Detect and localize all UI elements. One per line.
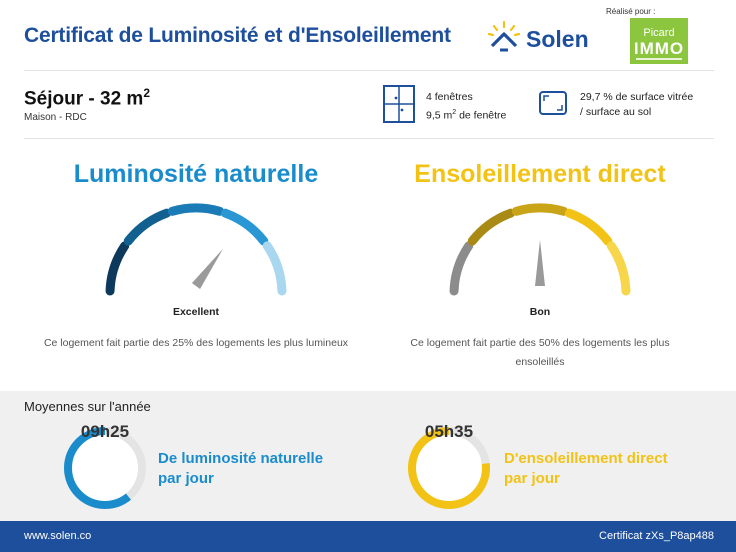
- luminosite-gauge: [105, 203, 287, 296]
- room-title-text: Séjour - 32 m: [24, 88, 144, 110]
- frame-icon: [539, 91, 567, 115]
- sun-house-icon: [487, 20, 521, 52]
- ensoleillement-average-line1: D'ensoleillement direct: [504, 450, 668, 467]
- partner-name-bottom: IMMO: [633, 39, 685, 58]
- glazing-line1: 29,7 % de surface vitrée: [580, 91, 694, 103]
- footer: www.solen.co Certificat zXs_P8ap488: [0, 521, 736, 552]
- ensoleillement-gauge-segment-4: [564, 208, 613, 246]
- ensoleillement-ring-progress: [408, 427, 490, 509]
- ensoleillement-gauge: [449, 203, 631, 296]
- website-link[interactable]: www.solen.co: [24, 530, 92, 542]
- ensoleillement-gauge-segment-2: [467, 208, 516, 246]
- luminosite-average-line1: De luminosité naturelle: [158, 450, 324, 467]
- luminosite-gauge-segment-5: [262, 241, 287, 296]
- luminosite-gauge-needle: [191, 248, 224, 289]
- ensoleillement-ring: [408, 427, 490, 509]
- brand-name: Solen: [526, 26, 589, 52]
- window-icon: [383, 85, 415, 123]
- luminosite-rating: Excellent: [172, 306, 220, 318]
- luminosite-average-text: De luminosité naturelle par jour: [158, 449, 323, 489]
- ensoleillement-title: Ensoleillement direct: [414, 160, 666, 188]
- luminosite-title: Luminosité naturelle: [73, 160, 319, 188]
- luminosite-gauge-segment-3: [167, 203, 225, 216]
- luminosite-gauge-segment-1: [105, 241, 130, 296]
- windows-area-value: 9,5 m: [426, 109, 453, 122]
- realise-label: Réalisé pour :: [606, 7, 656, 16]
- luminosite-gauge-segment-4: [220, 208, 269, 246]
- luminosite-ring-progress: [64, 427, 146, 509]
- windows-info: 4 fenêtres 9,5 m2 de fenêtre: [426, 90, 506, 124]
- partner-underline: [636, 58, 682, 60]
- ensoleillement-average-text: D'ensoleillement direct par jour: [504, 449, 668, 489]
- windows-count: 4 fenêtres: [426, 91, 473, 103]
- luminosite-gauge-segment-2: [123, 208, 172, 246]
- glazing-line2: / surface au sol: [580, 106, 652, 118]
- ensoleillement-time: 05h35: [424, 422, 474, 441]
- windows-area: 9,5 m2 de fenêtre: [426, 105, 506, 124]
- certificate-id: Certificat zXs_P8ap488: [599, 530, 714, 542]
- luminosite-average-line2: par jour: [158, 470, 214, 487]
- partner-name-top: Picard: [643, 27, 675, 39]
- divider: [24, 70, 714, 71]
- header: Certificat de Luminosité et d'Ensoleille…: [0, 0, 736, 70]
- glazing-info: 29,7 % de surface vitrée / surface au so…: [580, 90, 693, 120]
- ensoleillement-gauge-segment-5: [606, 241, 631, 296]
- windows-area-unit: de fenêtre: [456, 109, 507, 122]
- divider: [24, 138, 714, 139]
- luminosite-time: 09h25: [80, 422, 130, 441]
- averages-title: Moyennes sur l'année: [24, 399, 151, 414]
- ensoleillement-gauge-needle: [535, 240, 545, 286]
- ensoleillement-gauge-segment-1: [449, 241, 474, 296]
- partner-logo: Picard IMMO: [630, 18, 688, 64]
- averages-section: Moyennes sur l'année 09h25 De luminosité…: [0, 391, 736, 521]
- ensoleillement-rating: Bon: [529, 306, 551, 318]
- ensoleillement-gauge-segment-3: [511, 203, 569, 216]
- luminosite-description: Ce logement fait partie des 25% des loge…: [43, 337, 349, 349]
- solen-logo: Solen: [486, 20, 606, 56]
- room-title-sup: 2: [143, 86, 151, 100]
- windows-area-sup: 2: [452, 109, 457, 116]
- luminosite-ring: [64, 427, 146, 509]
- ensoleillement-average-line2: par jour: [504, 470, 560, 487]
- room-title: Séjour - 32 m2: [24, 86, 150, 110]
- ensoleillement-description: Ce logement fait partie des 50% des loge…: [410, 337, 670, 368]
- page-title: Certificat de Luminosité et d'Ensoleille…: [24, 24, 451, 47]
- room-subtitle: Maison - RDC: [24, 112, 87, 123]
